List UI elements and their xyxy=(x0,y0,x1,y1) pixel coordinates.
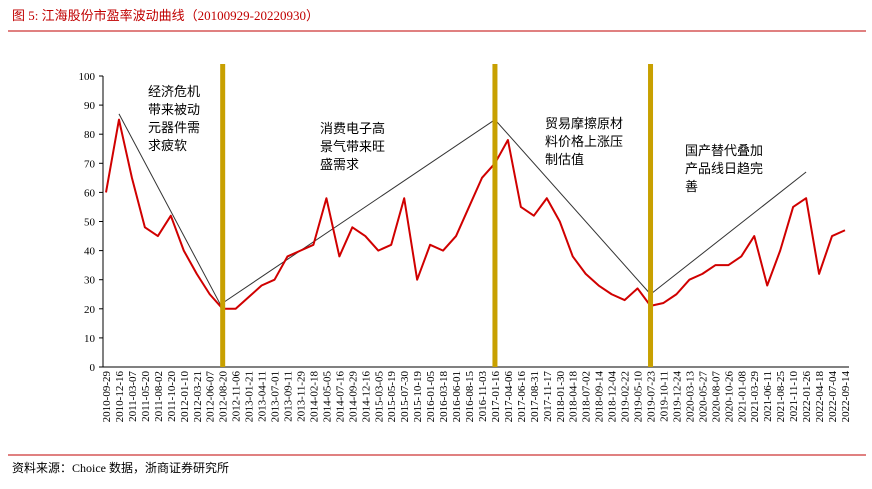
annotation: 料价格上涨压 xyxy=(545,134,623,149)
x-tick-label: 2013-01-21 xyxy=(244,371,256,422)
x-tick-label: 2014-02-18 xyxy=(308,371,320,423)
x-tick-label: 2013-09-11 xyxy=(283,371,295,422)
x-tick-label: 2017-11-17 xyxy=(542,371,554,422)
x-tick-label: 2012-08-20 xyxy=(218,371,230,423)
x-tick-label: 2018-01-30 xyxy=(555,371,567,423)
period-divider xyxy=(220,64,226,367)
period-divider xyxy=(492,64,498,367)
annotation: 景气带来旺 xyxy=(320,139,385,154)
y-tick-label: 30 xyxy=(84,275,96,287)
x-tick-label: 2013-04-11 xyxy=(257,371,269,422)
x-tick-label: 2012-03-21 xyxy=(192,371,204,422)
series-line xyxy=(105,118,846,310)
x-tick-label: 2015-07-30 xyxy=(399,371,411,423)
x-tick-label: 2018-09-14 xyxy=(594,371,606,423)
x-tick-label: 2011-08-02 xyxy=(153,371,165,422)
x-tick-label: 2022-07-04 xyxy=(827,371,839,423)
x-tick-label: 2018-07-02 xyxy=(581,371,593,422)
x-tick-label: 2020-03-13 xyxy=(684,371,696,423)
x-tick-label: 2016-06-01 xyxy=(451,371,463,422)
y-tick-label: 10 xyxy=(84,333,96,345)
x-tick-label: 2021-06-11 xyxy=(762,371,774,422)
x-tick-label: 2014-12-16 xyxy=(360,371,372,423)
x-tick-label: 2010-12-16 xyxy=(114,371,126,423)
x-tick-label: 2016-11-03 xyxy=(477,371,489,422)
chart-title: 图 5: 江海股份市盈率波动曲线（20100929-20220930） xyxy=(12,8,319,23)
x-tick-label: 2020-08-07 xyxy=(710,371,722,423)
x-tick-label: 2011-03-07 xyxy=(127,371,139,422)
y-tick-label: 70 xyxy=(84,158,96,170)
annotation: 求疲软 xyxy=(148,138,187,153)
x-tick-label: 2020-10-26 xyxy=(723,371,735,423)
x-tick-label: 2022-04-18 xyxy=(814,371,826,423)
x-tick-label: 2014-07-16 xyxy=(334,371,346,423)
x-tick-label: 2021-08-25 xyxy=(775,371,787,423)
annotation: 带来被动 xyxy=(148,102,200,117)
x-tick-label: 2022-01-26 xyxy=(801,371,813,423)
x-tick-label: 2019-02-22 xyxy=(620,371,632,422)
x-tick-label: 2021-01-08 xyxy=(736,371,748,423)
period-divider xyxy=(648,64,654,367)
y-tick-label: 80 xyxy=(84,129,96,141)
x-tick-label: 2016-01-05 xyxy=(425,371,437,423)
x-tick-label: 2017-08-31 xyxy=(529,371,541,422)
x-tick-label: 2013-11-29 xyxy=(295,371,307,422)
annotation: 善 xyxy=(685,179,698,194)
x-tick-label: 2017-04-06 xyxy=(503,371,515,423)
x-tick-label: 2018-12-04 xyxy=(607,371,619,423)
y-tick-label: 40 xyxy=(84,246,96,258)
x-tick-label: 2019-07-23 xyxy=(646,371,658,423)
x-tick-label: 2012-06-07 xyxy=(205,371,217,423)
y-tick-label: 0 xyxy=(90,362,96,374)
x-tick-label: 2010-09-29 xyxy=(101,371,113,423)
x-tick-label: 2015-03-05 xyxy=(373,371,385,423)
trend-line xyxy=(222,119,496,304)
annotation: 国产替代叠加 xyxy=(685,143,763,158)
x-tick-label: 2019-10-11 xyxy=(658,371,670,422)
annotation: 贸易摩擦原材 xyxy=(545,116,623,131)
x-tick-label: 2016-08-15 xyxy=(464,371,476,423)
x-tick-label: 2014-05-05 xyxy=(321,371,333,423)
y-tick-label: 90 xyxy=(84,100,96,112)
x-tick-label: 2017-01-16 xyxy=(490,371,502,423)
x-tick-label: 2015-05-19 xyxy=(386,371,398,423)
annotation: 消费电子高 xyxy=(320,121,385,136)
annotation: 盛需求 xyxy=(320,157,359,172)
x-tick-label: 2012-01-10 xyxy=(179,371,191,423)
y-tick-label: 20 xyxy=(84,304,96,316)
x-tick-label: 2011-05-20 xyxy=(140,371,152,422)
annotation: 元器件需 xyxy=(148,120,200,135)
x-tick-label: 2021-03-29 xyxy=(749,371,761,423)
x-tick-label: 2012-11-06 xyxy=(231,371,243,422)
x-tick-label: 2016-03-18 xyxy=(438,371,450,423)
x-tick-label: 2013-07-01 xyxy=(270,371,282,422)
x-tick-label: 2020-05-27 xyxy=(697,371,709,423)
trend-line xyxy=(118,113,224,310)
x-tick-label: 2017-06-16 xyxy=(516,371,528,423)
x-tick-label: 2022-09-14 xyxy=(840,371,852,423)
y-tick-label: 60 xyxy=(84,187,96,199)
y-tick-label: 100 xyxy=(79,71,96,83)
annotation: 产品线日趋完 xyxy=(685,161,763,176)
trend-line xyxy=(494,119,651,295)
x-tick-label: 2014-09-29 xyxy=(347,371,359,423)
y-tick-label: 50 xyxy=(84,217,96,229)
source: 资料来源：Choice 数据，浙商证券研究所 xyxy=(12,460,229,475)
x-tick-label: 2011-10-20 xyxy=(166,371,178,422)
trend-line xyxy=(650,171,807,295)
annotation: 制估值 xyxy=(545,152,584,167)
x-tick-label: 2019-05-10 xyxy=(633,371,645,423)
x-tick-label: 2019-12-24 xyxy=(671,371,683,423)
annotation: 经济危机 xyxy=(148,84,200,99)
x-tick-label: 2015-10-19 xyxy=(412,371,424,423)
x-tick-label: 2021-11-10 xyxy=(788,371,800,422)
x-tick-label: 2018-04-18 xyxy=(568,371,580,423)
